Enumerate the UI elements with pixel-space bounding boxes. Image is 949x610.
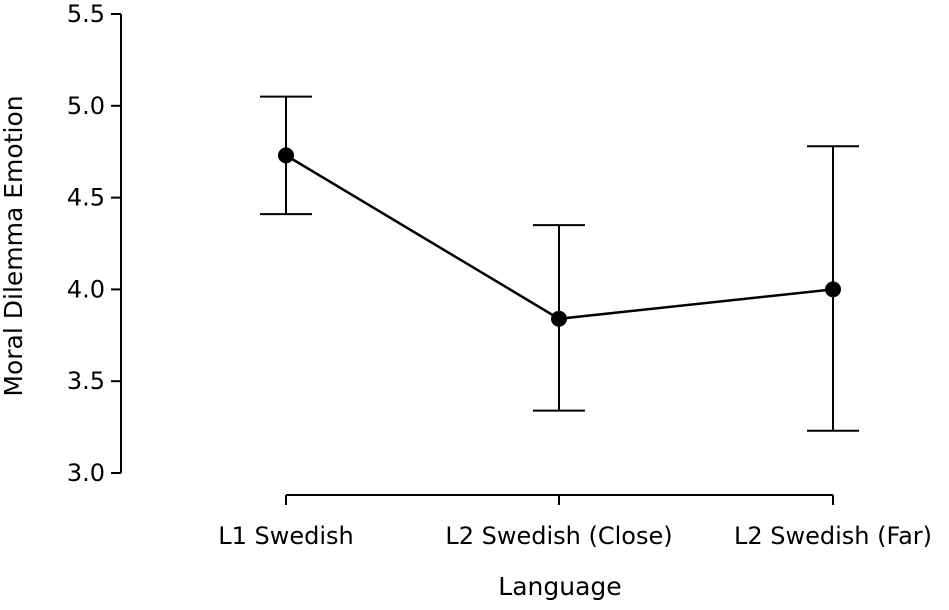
plot-area <box>260 95 859 432</box>
x-tick-label: L2 Swedish (Far) <box>734 522 932 550</box>
y-tick-label: 3.5 <box>67 367 105 395</box>
y-axis: 3.0 3.5 4.0 4.5 5.0 5.5 <box>67 0 122 487</box>
x-axis: L1 Swedish L2 Swedish (Close) L2 Swedish (… <box>218 494 932 550</box>
x-axis-title: Language <box>498 572 621 601</box>
y-tick-label: 4.5 <box>67 184 105 212</box>
data-point <box>825 281 841 298</box>
y-tick-label: 5.0 <box>67 92 105 120</box>
x-tick-label: L1 Swedish <box>218 522 354 550</box>
data-point <box>278 147 294 164</box>
y-axis-title: Moral Dilemma Emotion <box>0 95 28 396</box>
data-point <box>551 310 567 327</box>
y-tick-label: 3.0 <box>67 459 105 487</box>
x-tick-label: L2 Swedish (Close) <box>445 522 672 550</box>
y-tick-label: 5.5 <box>67 0 105 28</box>
y-tick-label: 4.0 <box>67 275 105 303</box>
